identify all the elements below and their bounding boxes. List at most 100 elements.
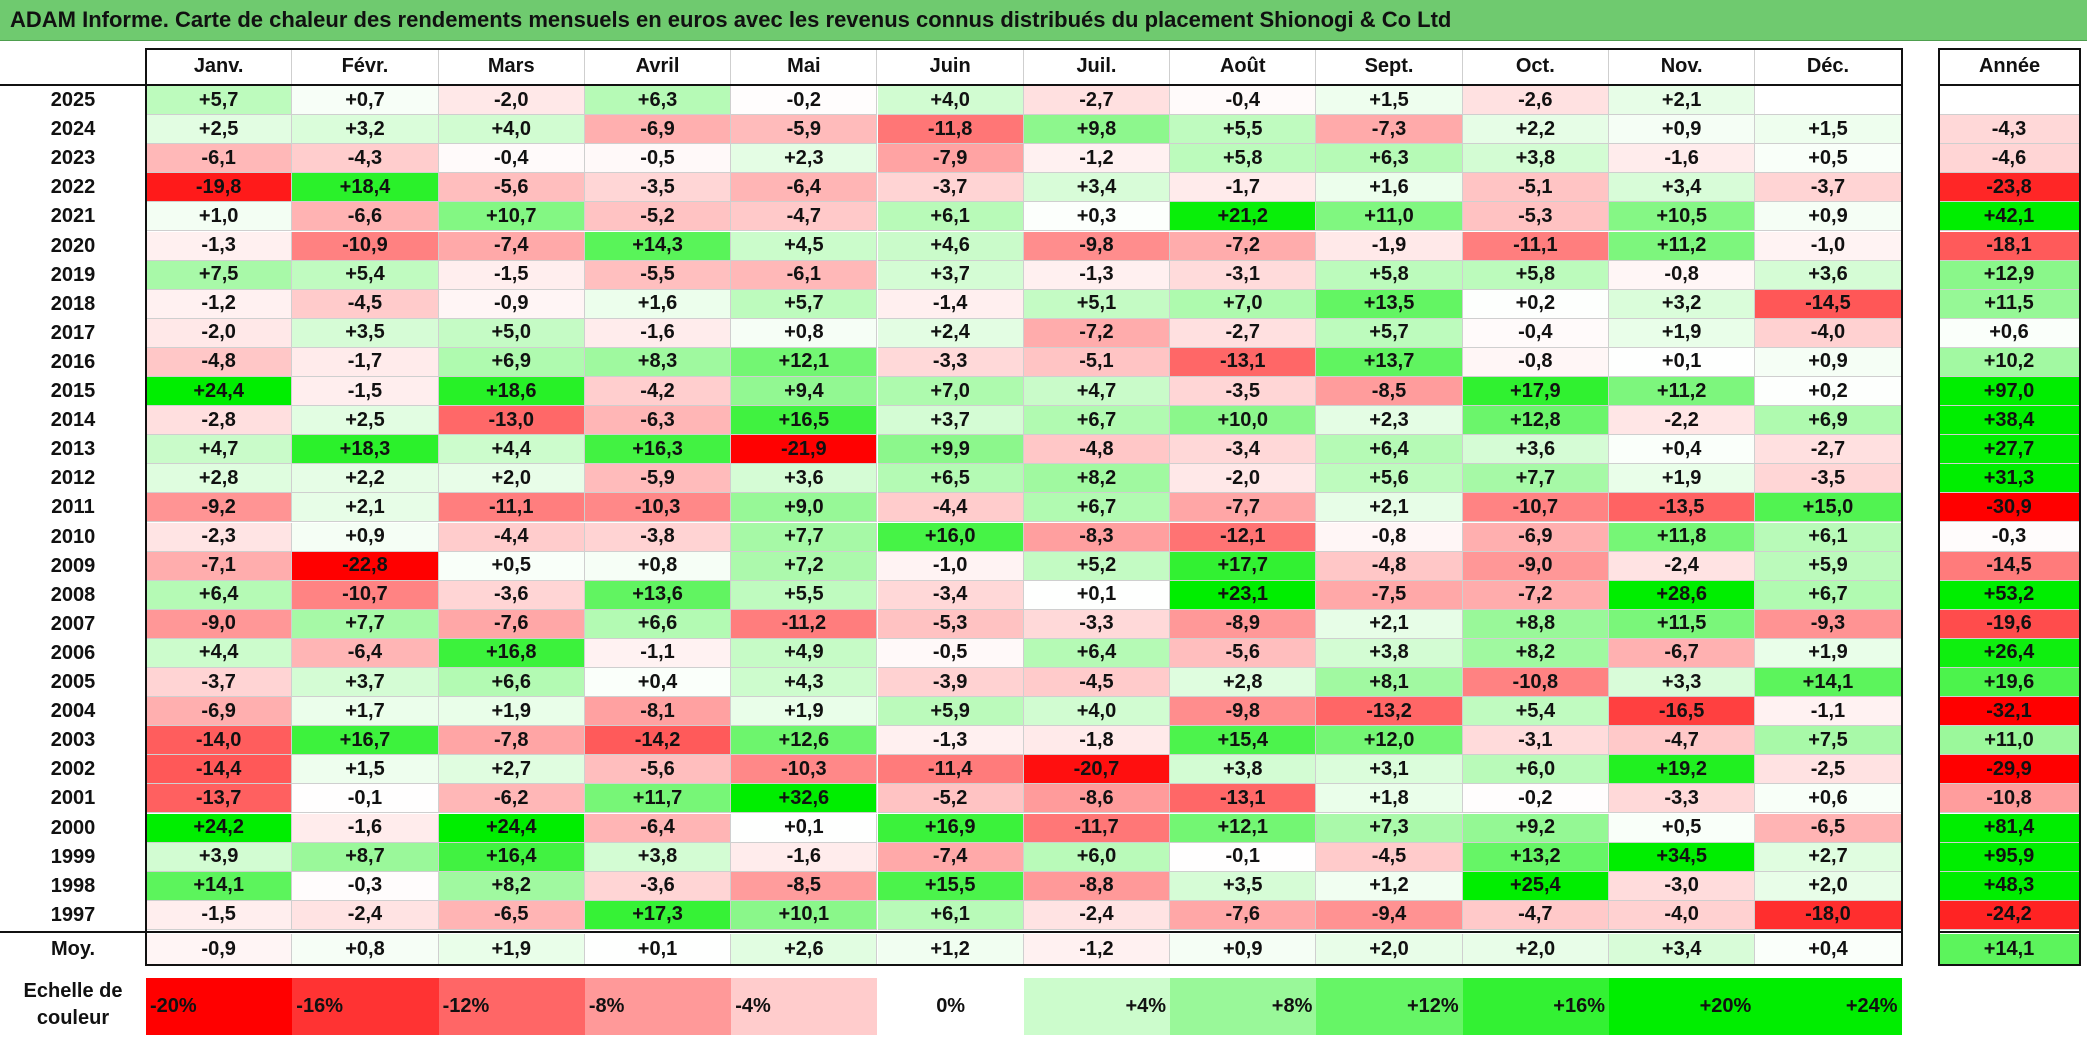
heatmap-cell: -1,3 (146, 231, 293, 261)
year-label: 2010 (50, 525, 96, 548)
heatmap-cell: -3,7 (877, 173, 1024, 203)
heatmap-cell: -3,4 (1170, 435, 1317, 465)
heatmap-cell: +12,0 (1316, 726, 1463, 756)
heatmap-cell: +0,9 (292, 522, 439, 552)
heatmap-cell: +14,3 (584, 231, 732, 261)
heatmap-cell: +17,3 (584, 900, 732, 930)
heatmap-cell: +16,3 (584, 435, 732, 465)
annual-cell: -30,9 (1939, 493, 2080, 523)
heatmap-cell: -1,4 (877, 289, 1024, 319)
heatmap-cell: -11,4 (877, 755, 1024, 785)
heatmap-cell: +12,1 (731, 347, 878, 377)
heatmap-cell: +1,8 (1316, 784, 1463, 814)
heatmap-cell: +2,8 (1170, 668, 1317, 698)
heatmap-cell: +7,7 (731, 522, 878, 552)
heatmap-cell: -7,4 (438, 231, 585, 261)
heatmap-cell: -2,7 (1755, 435, 1902, 465)
heatmap-cell: -0,8 (1609, 260, 1756, 290)
heatmap-cell: -2,2 (1609, 406, 1756, 436)
year-label: 2007 (50, 612, 96, 635)
year-label: 1998 (50, 874, 96, 897)
heatmap-cell: -6,9 (584, 115, 732, 145)
annual-cell: +11,0 (1939, 726, 2080, 756)
annual-cell: -18,1 (1939, 231, 2080, 261)
heatmap-cell: +6,5 (877, 464, 1024, 494)
heatmap-cell: +19,2 (1609, 755, 1756, 785)
heatmap-cell: +16,9 (877, 813, 1024, 843)
month-header: Sept. (1316, 48, 1463, 85)
heatmap-cell: +11,2 (1609, 231, 1756, 261)
year-label: 2003 (50, 729, 96, 752)
heatmap-cell: +3,7 (877, 260, 1024, 290)
color-scale-step: -16% (292, 977, 439, 1035)
month-header: Mars (438, 48, 585, 85)
heatmap-cell: -22,8 (292, 551, 439, 581)
annual-cell: +31,3 (1939, 464, 2080, 494)
heatmap-cell: +7,0 (1170, 289, 1317, 319)
annual-cell: -0,3 (1939, 522, 2080, 552)
heatmap-cell: -6,4 (292, 638, 439, 668)
heatmap-cell: -5,2 (877, 784, 1024, 814)
heatmap-cell: +6,4 (146, 580, 293, 610)
heatmap-cell: +2,3 (1316, 406, 1463, 436)
heatmap-cell: -5,3 (877, 609, 1024, 639)
heatmap-cell: +7,7 (292, 609, 439, 639)
heatmap-cell: +8,2 (1462, 638, 1609, 668)
heatmap-cell: +15,0 (1755, 493, 1902, 523)
heatmap-cell: +16,5 (731, 406, 878, 436)
heatmap-cell: +16,0 (877, 522, 1024, 552)
heatmap-cell: -14,5 (1755, 289, 1902, 319)
heatmap-cell: -0,2 (1462, 784, 1609, 814)
heatmap-cell: -12,1 (1170, 522, 1317, 552)
heatmap-cell: -9,4 (1316, 900, 1463, 930)
heatmap-cell: -9,2 (146, 493, 293, 523)
heatmap-cell: +1,6 (1316, 173, 1463, 203)
heatmap-cell: +0,9 (1755, 202, 1902, 232)
heatmap-cell: -2,4 (1023, 900, 1171, 930)
heatmap-cell: -1,1 (1755, 697, 1902, 727)
year-label: 2013 (50, 438, 96, 461)
heatmap-cell: -2,0 (438, 86, 585, 116)
heatmap-cell: +11,2 (1609, 377, 1756, 407)
heatmap-cell: +15,5 (877, 871, 1024, 901)
heatmap-cell: -6,4 (584, 813, 732, 843)
heatmap-cell: +1,5 (1316, 86, 1463, 116)
heatmap-cell: -1,3 (877, 726, 1024, 756)
heatmap-cell: -6,7 (1609, 638, 1756, 668)
heatmap-cell: -2,8 (146, 406, 293, 436)
heatmap-cell: +6,9 (438, 347, 585, 377)
heatmap-cell: +3,8 (584, 842, 732, 872)
annual-cell: -32,1 (1939, 697, 2080, 727)
heatmap-cell: +0,5 (438, 551, 585, 581)
heatmap-cell: -7,7 (1170, 493, 1317, 523)
heatmap-cell: -2,7 (1170, 318, 1317, 348)
heatmap-cell: -16,5 (1609, 697, 1756, 727)
heatmap-cell: -1,2 (146, 289, 293, 319)
heatmap-cell: -10,7 (292, 580, 439, 610)
heatmap-cell: -2,7 (1023, 86, 1171, 116)
heatmap-cell: -10,7 (1462, 493, 1609, 523)
month-header: Déc. (1755, 48, 1902, 85)
annual-cell: +0,6 (1939, 318, 2080, 348)
average-cell: +2,0 (1462, 933, 1609, 966)
heatmap-cell: +1,5 (1755, 115, 1902, 145)
heatmap-cell: +16,4 (438, 842, 585, 872)
heatmap-cell: +5,7 (1316, 318, 1463, 348)
month-header: Févr. (292, 48, 439, 85)
color-scale-step: -4% (731, 977, 878, 1035)
heatmap-cell: -0,3 (292, 871, 439, 901)
heatmap-cell: -0,1 (292, 784, 439, 814)
heatmap-cell: +2,3 (731, 144, 878, 174)
annual-cell: +95,9 (1939, 842, 2080, 872)
heatmap-cell: -4,7 (731, 202, 878, 232)
heatmap-cell: +11,5 (1609, 609, 1756, 639)
heatmap-cell: +5,9 (1755, 551, 1902, 581)
heatmap-cell: +21,2 (1170, 202, 1317, 232)
heatmap-cell: -13,1 (1170, 784, 1317, 814)
heatmap-cell: -9,0 (146, 609, 293, 639)
heatmap-cell: -13,1 (1170, 347, 1317, 377)
heatmap-cell: +0,7 (292, 86, 439, 116)
heatmap-cell: -0,8 (1316, 522, 1463, 552)
heatmap-cell: +3,8 (1170, 755, 1317, 785)
heatmap-cell: +14,1 (146, 871, 293, 901)
